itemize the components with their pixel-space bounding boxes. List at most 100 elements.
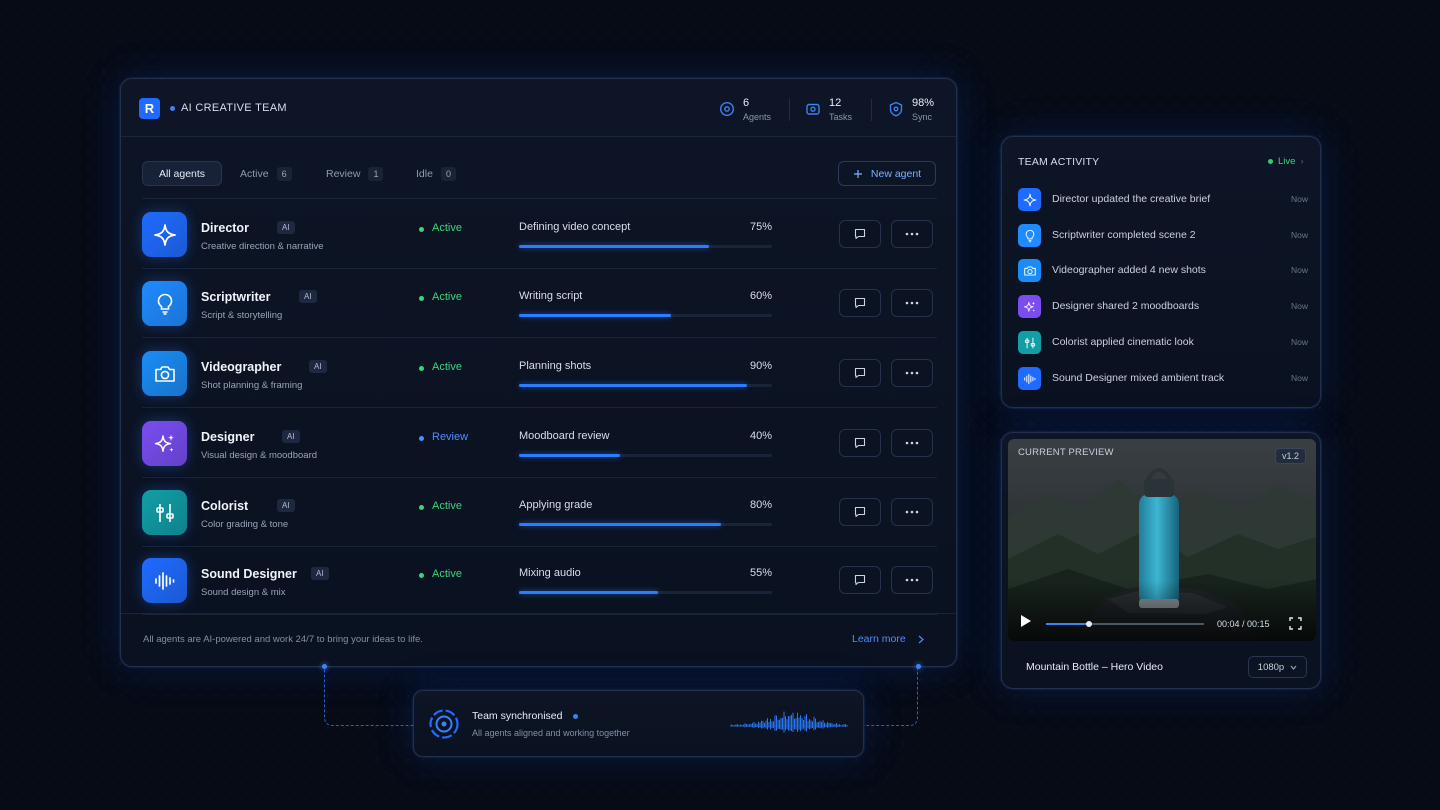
current-task: Writing script [519,290,583,302]
agent-row[interactable]: Director AI Creative direction & narrati… [142,200,937,269]
progress-fill [519,245,709,248]
video-seek-bar[interactable] [1046,621,1204,627]
activity-text: Designer shared 2 moodboards [1052,300,1200,312]
tab-idle[interactable]: Idle 0 [416,161,456,186]
message-icon [854,228,866,240]
ai-badge: AI [311,567,329,580]
agent-name: Videographer [201,360,282,374]
agent-row[interactable]: Colorist AI Color grading & tone Active … [142,478,937,547]
ai-badge: AI [282,430,300,443]
sparkles-icon [1023,300,1037,314]
message-button[interactable] [839,359,881,387]
version-badge: v1.2 [1275,448,1307,464]
new-agent-button[interactable]: New agent [838,161,936,186]
more-icon [905,441,919,445]
learn-more-label: Learn more [852,633,906,645]
agent-avatar [142,281,187,326]
status-badge: Active [432,500,462,512]
agent-name: Colorist [201,499,249,513]
agent-avatar [142,351,187,396]
more-icon [905,578,919,582]
learn-more-link[interactable]: Learn more [852,633,924,645]
more-options-button[interactable] [891,220,933,248]
more-icon [905,232,919,236]
message-button[interactable] [839,220,881,248]
more-options-button[interactable] [891,359,933,387]
activity-item[interactable]: Director updated the creative brief Now [1018,188,1308,212]
stat-value: 98% [912,97,935,109]
status-badge: Active [432,291,462,303]
message-icon [854,574,866,586]
message-button[interactable] [839,498,881,526]
progress-fill [519,384,747,387]
connector-node-right [916,664,921,669]
sync-title: Team synchronised [472,710,563,722]
progress-percent: 55% [749,567,772,579]
sync-status-panel: Team synchronised All agents aligned and… [413,690,864,757]
progress-fill [519,454,621,457]
more-icon [905,510,919,514]
ai-badge: AI [309,360,327,373]
tab-review[interactable]: Review 1 [326,161,384,186]
status-dot [419,505,424,510]
plus-icon [853,169,862,178]
video-time: 00:04 / 00:15 [1217,619,1270,629]
agent-name: Scriptwriter [201,290,271,304]
live-indicator[interactable]: Live › [1268,156,1304,167]
activity-item[interactable]: Scriptwriter completed scene 2 Now [1018,224,1308,248]
sync-shield-icon [889,101,903,117]
camera-icon [153,362,177,386]
seek-handle[interactable] [1085,621,1092,627]
more-options-button[interactable] [891,289,933,317]
activity-time: Now [1290,373,1308,383]
progress-bar [519,314,772,317]
play-icon[interactable] [1020,614,1032,628]
more-options-button[interactable] [891,429,933,457]
tab-active[interactable]: Active 6 [240,161,292,186]
sync-ring-icon [429,709,459,739]
fullscreen-icon[interactable] [1289,617,1302,630]
agent-row[interactable]: Sound Designer AI Sound design & mix Act… [142,546,937,615]
activity-item[interactable]: Colorist applied cinematic look Now [1018,331,1308,355]
activity-item[interactable]: Sound Designer mixed ambient track Now [1018,367,1308,391]
ai-badge: AI [277,499,295,512]
message-button[interactable] [839,429,881,457]
quality-value: 1080p [1257,661,1285,673]
agent-row[interactable]: Scriptwriter AI Script & storytelling Ac… [142,269,937,338]
progress-percent: 60% [749,290,772,302]
progress-bar [519,523,772,526]
activity-item[interactable]: Designer shared 2 moodboards Now [1018,295,1308,319]
status-badge: Active [432,361,462,373]
progress-bar [519,454,772,457]
stat-value: 6 [743,97,750,109]
lightbulb-icon [153,292,177,316]
current-task: Moodboard review [519,430,610,442]
activity-icon [1018,367,1041,390]
agent-description: Script & storytelling [201,310,283,321]
sliders-icon [153,501,177,525]
agent-row[interactable]: Videographer AI Shot planning & framing … [142,339,937,408]
message-button[interactable] [839,289,881,317]
footer-note: All agents are AI-powered and work 24/7 … [143,634,423,645]
live-label: Live [1278,156,1296,167]
tab-all-agents[interactable]: All agents [142,161,222,186]
more-options-button[interactable] [891,498,933,526]
waveform-icon [1023,372,1037,386]
message-icon [854,367,866,379]
stat-divider [871,99,872,121]
message-button[interactable] [839,566,881,594]
tab-label: All agents [158,167,206,180]
more-options-button[interactable] [891,566,933,594]
agent-row[interactable]: Designer AI Visual design & moodboard Re… [142,409,937,478]
video-player[interactable] [1008,439,1316,641]
new-agent-label: New agent [870,167,922,180]
sliders-icon [1023,336,1037,350]
progress-percent: 80% [749,499,772,511]
quality-select[interactable]: 1080p [1248,656,1307,678]
sync-dot [573,714,578,719]
camera-icon [1023,264,1037,278]
activity-item[interactable]: Videographer added 4 new shots Now [1018,259,1308,283]
activity-icon [1018,331,1041,354]
progress-bar [519,384,772,387]
preview-title: CURRENT PREVIEW [1018,447,1114,458]
